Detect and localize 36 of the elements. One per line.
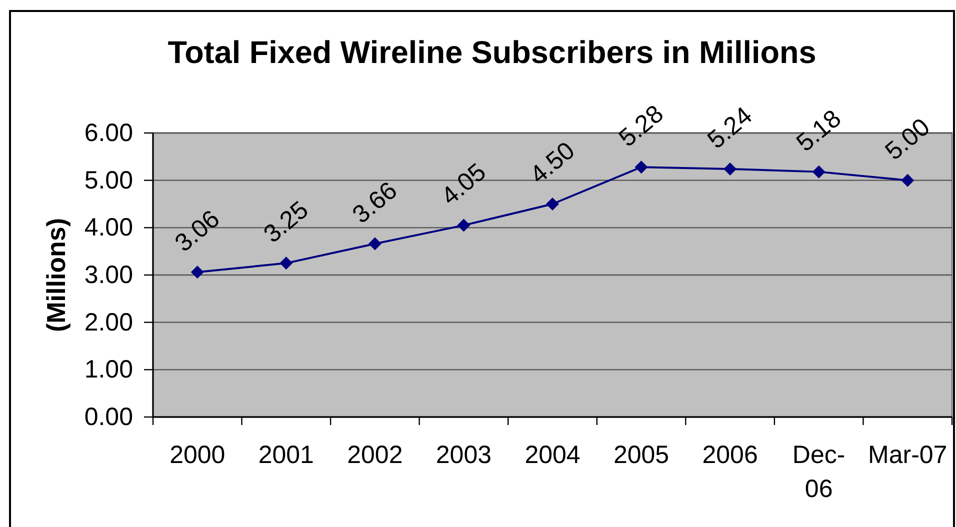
data-label: 5.18 [791, 104, 846, 158]
x-tick-label: Dec-06 [792, 441, 846, 503]
x-tick-label: 2000 [170, 441, 226, 469]
data-label: 4.50 [524, 136, 580, 190]
data-label: 5.24 [702, 102, 758, 154]
point [457, 218, 470, 232]
x-tick-label: 2003 [436, 441, 492, 469]
x-tick-label: Mar-07 [868, 441, 948, 469]
data-label: 3.06 [170, 204, 226, 258]
y-tick-label: 5.00 [84, 166, 133, 194]
point [901, 174, 914, 187]
chart-title: Total Fixed Wireline Subscribers in Millions [168, 34, 816, 70]
y-tick-label: 1.00 [84, 356, 133, 384]
y-tick-label: 6.00 [84, 119, 133, 147]
point [546, 198, 559, 210]
y-tick-label: 3.00 [84, 261, 133, 289]
data-label: 5.00 [880, 112, 936, 166]
point [280, 256, 293, 270]
y-axis-title: (Millions) [41, 218, 71, 332]
point [368, 237, 382, 250]
point [812, 165, 826, 178]
x-tick-label: 2002 [347, 441, 403, 469]
x-tick-label: 2006 [702, 441, 758, 469]
data-label: 5.28 [614, 100, 669, 152]
data-label: 3.66 [347, 176, 403, 230]
x-tick-label: 2004 [524, 441, 580, 469]
data-label: 4.05 [436, 158, 492, 211]
point [634, 160, 648, 174]
x-tick-label: 2001 [258, 441, 314, 469]
data-label: 3.25 [258, 196, 314, 249]
y-tick-label: 4.00 [84, 214, 133, 242]
x-tick-label: 2005 [613, 441, 670, 469]
y-tick-label: 0.00 [84, 403, 133, 431]
y-tick-label: 2.00 [84, 308, 133, 336]
point [724, 162, 737, 176]
point [190, 266, 204, 279]
